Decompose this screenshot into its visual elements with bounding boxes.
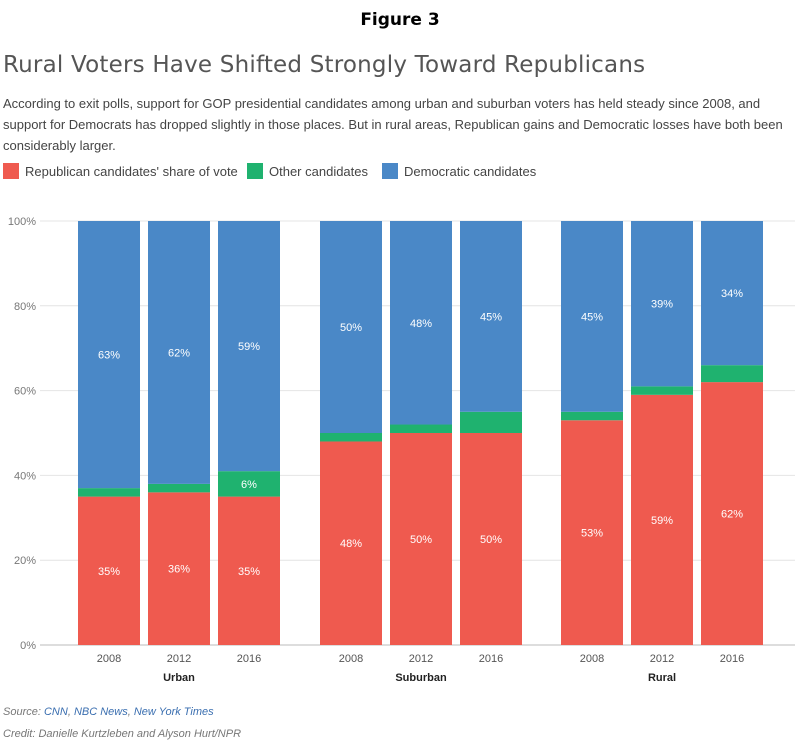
y-tick-label: 0% [20, 640, 36, 652]
bar-segment [78, 496, 140, 645]
data-label: 36% [168, 564, 190, 576]
data-label: 48% [410, 318, 432, 330]
data-label: 6% [241, 479, 257, 491]
x-tick-label: 2012 [409, 653, 433, 665]
bar-segment [148, 492, 210, 645]
bar-segment [701, 365, 763, 383]
bar-segment [631, 394, 693, 645]
x-tick-label: 2012 [650, 653, 674, 665]
group-label: Rural [648, 672, 676, 684]
bar-segment [78, 221, 140, 489]
source-link-nyt[interactable]: New York Times [133, 706, 214, 718]
bar-segment [218, 471, 280, 497]
bar-segment [320, 221, 382, 433]
bar-segment [701, 221, 763, 366]
source-link-nbc[interactable]: NBC News [73, 706, 128, 718]
legend-label-republican: Republican candidates' share of vote [25, 163, 238, 179]
y-tick-label: 80% [14, 301, 36, 313]
data-label: 45% [581, 311, 603, 323]
bar-segment [460, 411, 522, 433]
legend-swatch-democratic [382, 163, 398, 179]
data-label: 48% [340, 538, 362, 550]
figure-label: Figure 3 [360, 10, 440, 30]
data-label: 35% [238, 566, 260, 578]
y-tick-label: 60% [14, 386, 36, 398]
bar-segment [631, 386, 693, 395]
legend-item-republican: Republican candidates' share of vote [3, 163, 238, 179]
bar-segment [561, 420, 623, 645]
bar-segment [460, 221, 522, 412]
data-label: 50% [480, 534, 502, 546]
bar-segment [218, 221, 280, 472]
bar-segment [561, 221, 623, 412]
source-prefix: Source: [3, 706, 44, 718]
group-label: Urban [163, 672, 195, 684]
bar-segment [218, 496, 280, 645]
x-tick-label: 2008 [339, 653, 363, 665]
chart-subtitle: According to exit polls, support for GOP… [3, 96, 783, 153]
legend-item-other: Other candidates [247, 163, 368, 179]
x-tick-label: 2008 [580, 653, 604, 665]
data-label: 59% [651, 515, 673, 527]
bar-segment [561, 411, 623, 421]
source-line: Source: CNN, NBC News, New York Times [3, 706, 214, 718]
data-label: 50% [340, 322, 362, 334]
x-tick-label: 2012 [167, 653, 191, 665]
bar-segment [701, 382, 763, 645]
bar-segment [390, 433, 452, 645]
x-tick-label: 2008 [97, 653, 121, 665]
bar-segment [148, 483, 210, 493]
x-tick-label: 2016 [237, 653, 261, 665]
data-label: 34% [721, 288, 743, 300]
bar-segment [460, 433, 522, 645]
x-tick-label: 2016 [720, 653, 744, 665]
data-label: 50% [410, 534, 432, 546]
data-label: 62% [168, 347, 190, 359]
data-label: 53% [581, 528, 603, 540]
x-tick-label: 2016 [479, 653, 503, 665]
bar-segment [390, 221, 452, 425]
legend-swatch-republican [3, 163, 19, 179]
data-label: 39% [651, 299, 673, 311]
bar-segment [148, 221, 210, 484]
bar-segment [320, 433, 382, 442]
data-label: 63% [98, 350, 120, 362]
data-label: 45% [480, 311, 502, 323]
data-label: 59% [238, 341, 260, 353]
bar-segment [320, 441, 382, 645]
legend-label-other: Other candidates [269, 163, 369, 179]
stacked-bar-chart: 0% 20% 40% 60% 80% 100% 35% 63% 2008 36% 62% 2012 35… [8, 216, 795, 684]
legend-item-democratic: Democratic candidates [382, 163, 536, 179]
data-label: 35% [98, 566, 120, 578]
group-label: Suburban [395, 672, 447, 684]
legend-label-democratic: Democratic candidates [404, 163, 537, 179]
y-tick-label: 20% [14, 555, 36, 567]
y-tick-label: 40% [14, 470, 36, 482]
y-tick-label: 100% [8, 216, 36, 228]
credit-line: Credit: Danielle Kurtzleben and Alyson H… [3, 728, 242, 740]
bar-segment [390, 424, 452, 433]
source-link-cnn[interactable]: CNN [43, 706, 68, 718]
data-label: 62% [721, 509, 743, 521]
bar-segment [631, 221, 693, 387]
bar-segment [78, 488, 140, 497]
chart-title: Rural Voters Have Shifted Strongly Towar… [3, 52, 646, 78]
legend-swatch-other [247, 163, 263, 179]
